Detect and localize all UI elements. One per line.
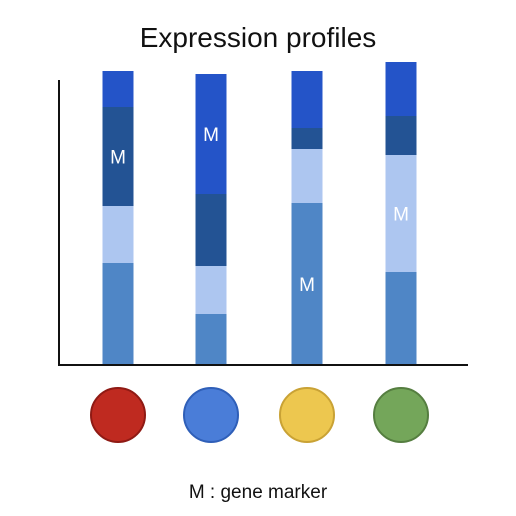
bar-4-segment-top [385, 62, 417, 116]
bar-2-segment-dark [195, 194, 227, 266]
bar-2-segment-top [195, 74, 227, 194]
stacked-bar-4: M [385, 62, 417, 365]
gene-marker-label: M [203, 125, 219, 146]
bar-4-segment-light [385, 155, 417, 272]
bar-2-segment-light [195, 266, 227, 314]
sample-circle-1 [90, 387, 146, 443]
stacked-bar-3: M [291, 71, 323, 365]
bar-3-segment-top [291, 71, 323, 128]
bar-3-segment-base [291, 203, 323, 365]
bar-1-segment-dark [102, 107, 134, 206]
bar-4-segment-base [385, 272, 417, 365]
sample-circle-2 [183, 387, 239, 443]
sample-circle-4 [373, 387, 429, 443]
gene-marker-label: M [393, 205, 409, 226]
bar-3-segment-light [291, 149, 323, 203]
bar-2-segment-base [195, 314, 227, 365]
bar-1-segment-light [102, 206, 134, 263]
bar-3-segment-dark [291, 128, 323, 149]
stacked-bar-1: M [102, 71, 134, 365]
legend-note: M : gene marker [188, 482, 328, 503]
circles-group [90, 387, 429, 443]
stacked-bar-2: M [195, 74, 227, 365]
bar-1-segment-top [102, 71, 134, 107]
chart-title: Expression profiles [139, 22, 377, 53]
bars-group: M M M M [102, 62, 417, 365]
gene-marker-label: M [110, 148, 126, 169]
sample-circle-3 [279, 387, 335, 443]
gene-marker-label: M [299, 275, 315, 296]
bar-4-segment-dark [385, 116, 417, 155]
bar-1-segment-base [102, 263, 134, 365]
